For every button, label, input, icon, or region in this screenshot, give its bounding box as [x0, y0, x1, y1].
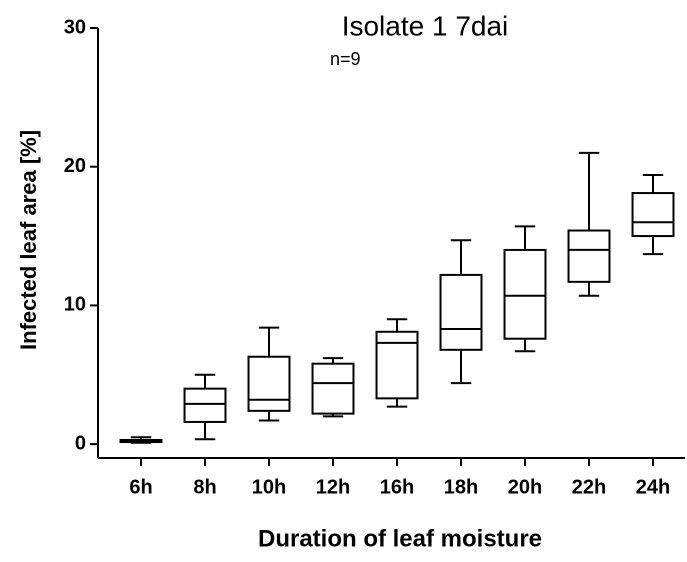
x-tick-label: 8h [193, 476, 216, 498]
x-tick-label: 12h [316, 476, 350, 498]
box [631, 192, 675, 238]
x-tick-label: 20h [508, 476, 542, 498]
y-axis-label: Infected leaf area [%] [16, 130, 41, 350]
y-tick-label: 0 [75, 432, 86, 454]
x-tick-label: 22h [572, 476, 606, 498]
box [311, 362, 355, 415]
box [567, 229, 611, 283]
box [439, 273, 483, 351]
x-tick-label: 16h [380, 476, 414, 498]
y-tick-label: 20 [64, 155, 86, 177]
chart-subtitle: n=9 [330, 49, 361, 69]
x-tick-label: 24h [636, 476, 670, 498]
x-tick-label: 6h [129, 476, 152, 498]
x-tick-label: 10h [252, 476, 286, 498]
box [247, 355, 291, 412]
y-tick-label: 10 [64, 294, 86, 316]
x-axis-label: Duration of leaf moisture [258, 525, 542, 552]
x-tick-label: 18h [444, 476, 478, 498]
box [503, 248, 547, 340]
chart-title: Isolate 1 7dai [342, 10, 509, 41]
y-tick-label: 30 [64, 16, 86, 38]
box [375, 330, 419, 400]
box [183, 387, 227, 423]
